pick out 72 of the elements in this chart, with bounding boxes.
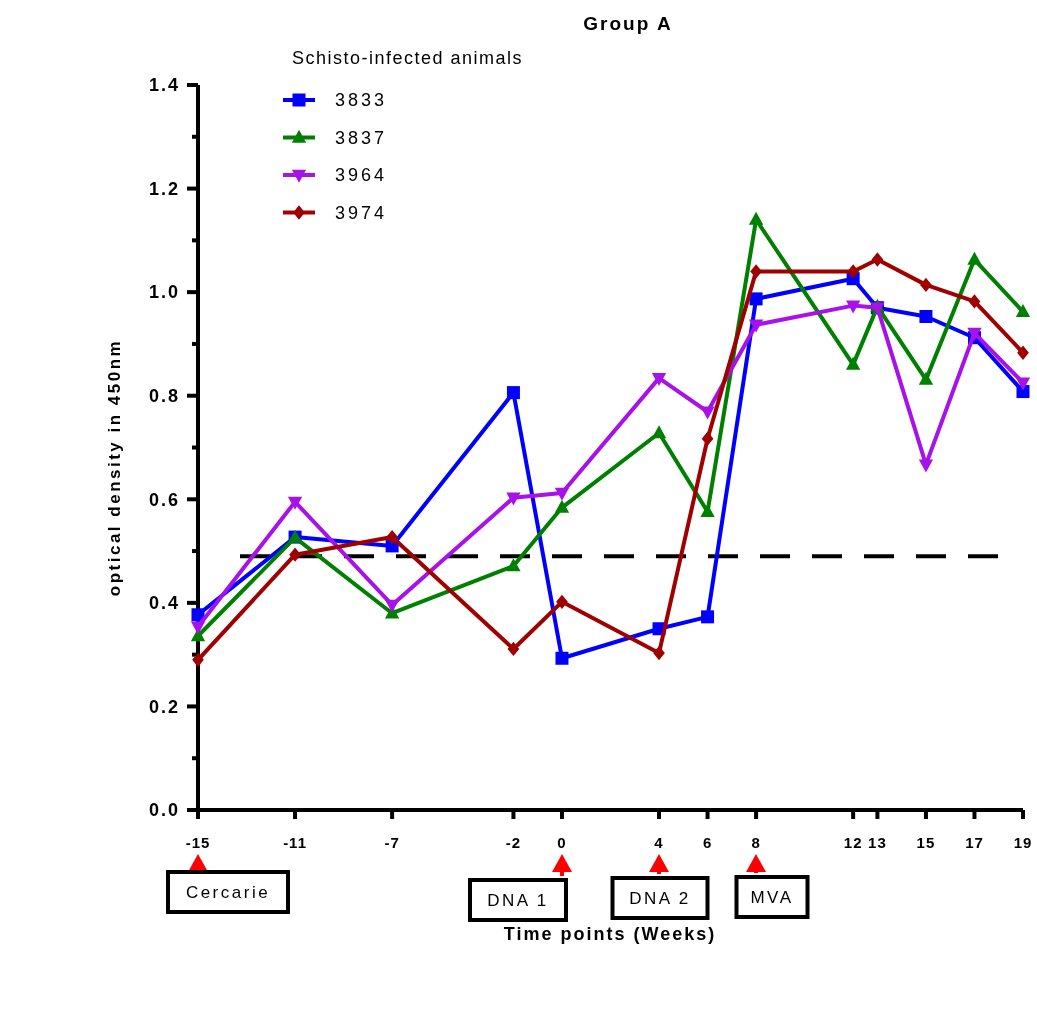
- point: [1017, 345, 1029, 360]
- x-tick-label: 0: [557, 834, 567, 851]
- x-tick-label: -15: [185, 834, 211, 851]
- point: [506, 386, 520, 400]
- point: [192, 652, 204, 667]
- point: [506, 558, 521, 572]
- point: [701, 610, 715, 624]
- x-axis-title: Time points (Weeks): [503, 924, 717, 944]
- point: [651, 372, 667, 386]
- point: [289, 547, 301, 562]
- text: MVA: [750, 887, 794, 907]
- point: [871, 252, 884, 267]
- point: [918, 459, 934, 473]
- point: [384, 599, 400, 613]
- x-tick-label: -2: [505, 834, 522, 851]
- legend-title: Schisto-infected animals: [292, 48, 524, 68]
- point: [554, 499, 570, 513]
- text: Cercarie: [185, 882, 271, 902]
- point: [846, 356, 861, 370]
- x-tick-label: -11: [283, 834, 307, 851]
- point: [507, 641, 520, 657]
- point: [749, 292, 763, 306]
- x-tick-label: 8: [751, 834, 761, 851]
- point: [919, 309, 933, 323]
- x-tick-label: -7: [384, 834, 400, 851]
- point: [967, 251, 982, 265]
- text: DNA 2: [629, 888, 691, 908]
- point: [748, 211, 764, 225]
- x-tick-label: 12: [843, 834, 863, 851]
- x-tick-label: 19: [1013, 834, 1033, 851]
- point: [967, 327, 982, 341]
- y-tick-label: 0.8: [148, 386, 180, 407]
- chart-title: Group A: [583, 13, 673, 34]
- y-tick-label: 1.0: [148, 282, 180, 303]
- y-tick-label: 1.4: [148, 75, 180, 96]
- text: DNA 1: [487, 890, 549, 910]
- x-tick-label: 15: [916, 834, 936, 851]
- point: [846, 300, 861, 314]
- y-tick-label: 0.4: [148, 593, 180, 614]
- point: [506, 492, 521, 506]
- x-tick-label: 6: [702, 834, 713, 851]
- point: [748, 319, 764, 333]
- point: [700, 406, 715, 420]
- point: [287, 496, 303, 510]
- y-tick-label: 0.6: [148, 489, 180, 510]
- point: [555, 651, 569, 665]
- point: [701, 431, 714, 446]
- y-axis-title: optical density in 450nm: [105, 338, 124, 597]
- y-tick-label: 0.0: [148, 800, 180, 821]
- legend-label: 3974: [335, 202, 388, 223]
- x-tick-label: 4: [654, 834, 664, 851]
- x-tick-label: 13: [868, 834, 887, 851]
- point: [554, 487, 570, 501]
- point: [653, 645, 665, 661]
- legend-label: 3833: [335, 90, 388, 111]
- point: [750, 264, 762, 279]
- y-tick-label: 0.2: [148, 696, 180, 717]
- point: [920, 277, 932, 293]
- point: [1015, 304, 1031, 318]
- point: [1015, 377, 1031, 391]
- legend-label: 3964: [335, 165, 388, 186]
- legend-label: 3837: [335, 127, 388, 148]
- point: [918, 371, 934, 385]
- point: [386, 529, 398, 545]
- point: [700, 503, 715, 517]
- x-tick-label: 17: [965, 834, 984, 851]
- point: [847, 264, 859, 279]
- point: [968, 294, 981, 309]
- y-tick-label: 1.2: [148, 178, 180, 199]
- point: [651, 425, 667, 439]
- point: [190, 621, 206, 635]
- point: [556, 594, 568, 609]
